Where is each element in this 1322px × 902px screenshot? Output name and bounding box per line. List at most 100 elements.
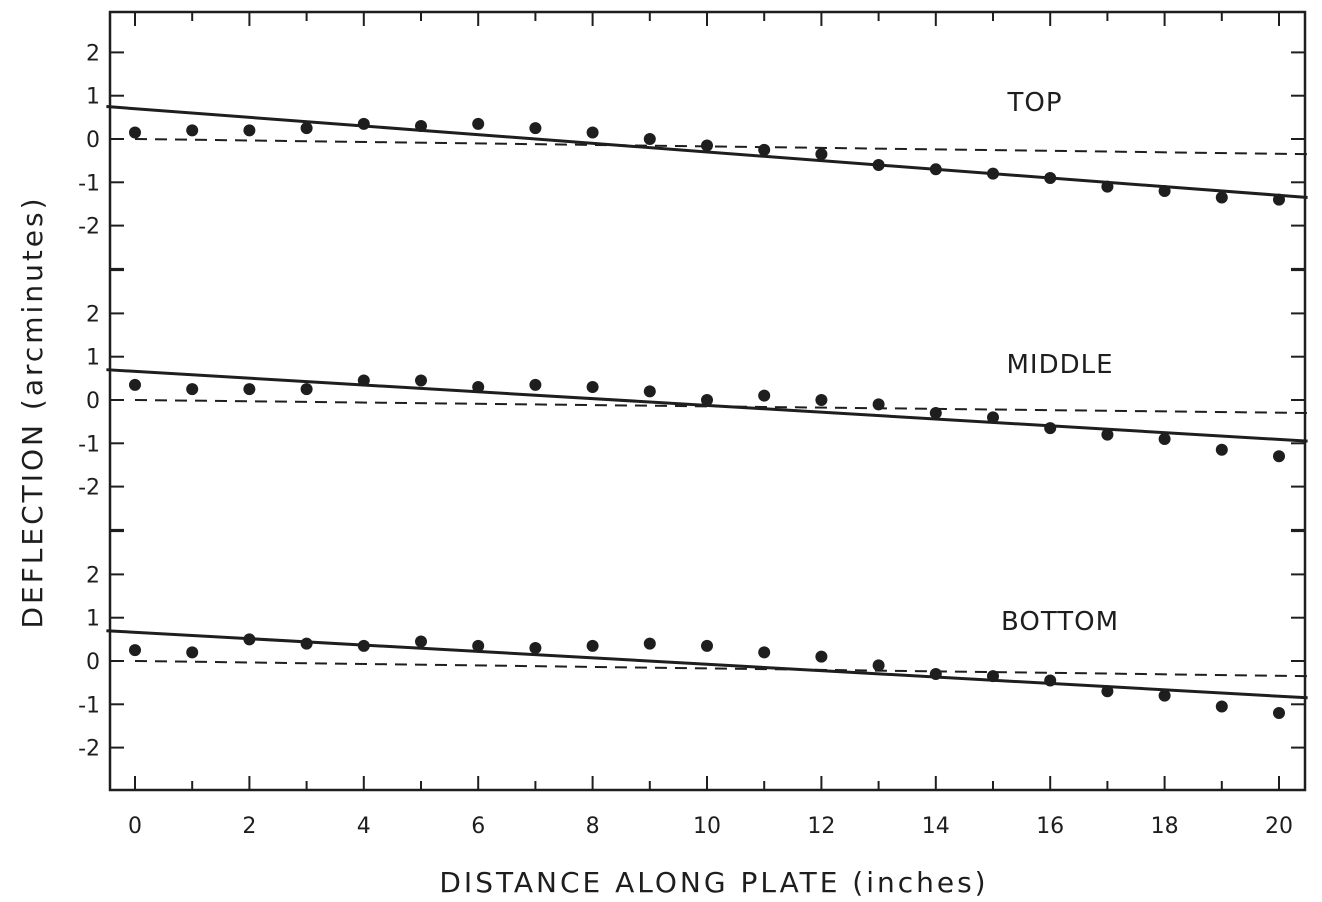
data-point xyxy=(529,378,542,391)
data-point xyxy=(1101,428,1114,441)
fit-line xyxy=(106,105,1308,199)
data-point xyxy=(529,122,542,135)
x-tick-label: 2 xyxy=(242,814,256,839)
y-axis-title: DEFLECTION (arcminutes) xyxy=(16,195,49,628)
data-points xyxy=(129,117,1285,719)
data-point xyxy=(1273,193,1285,206)
data-point xyxy=(929,667,942,680)
reference-line xyxy=(134,138,1308,156)
y-tick-label: -2 xyxy=(78,737,100,762)
panel-label-top: TOP xyxy=(1006,88,1062,118)
data-point xyxy=(357,117,370,130)
data-point xyxy=(701,394,713,406)
y-tick-label: -1 xyxy=(78,693,100,718)
data-point xyxy=(987,411,999,424)
data-point xyxy=(1273,706,1285,719)
y-tick-label: 1 xyxy=(86,607,100,632)
data-point xyxy=(243,124,256,137)
data-point xyxy=(1158,689,1171,702)
data-point xyxy=(415,120,427,133)
y-tick-label: 0 xyxy=(86,650,100,675)
data-point xyxy=(129,126,141,139)
data-point xyxy=(586,126,599,139)
data-point xyxy=(186,383,199,396)
data-point xyxy=(1101,685,1114,698)
y-tick-label: 0 xyxy=(86,128,100,153)
data-point xyxy=(300,637,313,650)
x-tick-label: 0 xyxy=(128,814,142,839)
data-point xyxy=(1215,700,1228,713)
data-point xyxy=(643,637,656,650)
data-point xyxy=(243,383,256,396)
reference-line xyxy=(134,660,1308,678)
panel-label-bottom: BOTTOM xyxy=(1001,607,1119,637)
data-point xyxy=(929,163,942,176)
data-point xyxy=(1215,443,1228,456)
data-point xyxy=(643,133,656,145)
panel-label-middle: MIDDLE xyxy=(1006,350,1113,380)
x-tick-label: 6 xyxy=(471,814,485,839)
data-point xyxy=(1273,450,1285,463)
y-tick-label: 0 xyxy=(86,389,100,414)
data-point xyxy=(872,398,885,411)
x-tick-label: 8 xyxy=(586,814,600,839)
data-point xyxy=(586,381,599,394)
data-point xyxy=(815,394,828,406)
y-tick-label: -1 xyxy=(78,432,100,457)
x-tick-label: 4 xyxy=(357,814,371,839)
data-point xyxy=(529,642,542,655)
data-point xyxy=(815,148,828,161)
y-tick-label: 2 xyxy=(86,41,100,66)
y-tick-label: 1 xyxy=(86,85,100,110)
data-point xyxy=(586,639,599,652)
data-point xyxy=(415,635,427,648)
data-point xyxy=(186,646,199,659)
data-point xyxy=(1215,191,1228,204)
tick-marks xyxy=(110,12,1305,790)
data-point xyxy=(701,139,713,152)
y-tick-label: -2 xyxy=(78,215,100,240)
data-point xyxy=(300,383,313,396)
data-point xyxy=(872,659,885,672)
data-point xyxy=(357,639,370,652)
y-tick-label: -2 xyxy=(78,476,100,501)
data-point xyxy=(758,389,771,402)
y-tick-label: -1 xyxy=(78,171,100,196)
data-point xyxy=(929,406,942,419)
data-point xyxy=(1044,422,1057,435)
x-tick-label: 10 xyxy=(693,814,721,839)
x-axis-title: DISTANCE ALONG PLATE (inches) xyxy=(439,866,988,899)
data-point xyxy=(1158,432,1171,445)
data-point xyxy=(758,143,771,156)
x-tick-label: 14 xyxy=(922,814,950,839)
y-tick-label: 2 xyxy=(86,563,100,588)
data-point xyxy=(357,374,370,387)
data-point xyxy=(1044,674,1057,687)
data-point xyxy=(1101,180,1114,193)
data-point xyxy=(987,167,999,180)
data-point xyxy=(1044,171,1057,184)
data-point xyxy=(472,117,485,130)
data-point xyxy=(643,385,656,398)
data-point xyxy=(129,378,141,391)
x-tick-label: 20 xyxy=(1265,814,1293,839)
x-tick-label: 12 xyxy=(807,814,835,839)
y-tick-label: 2 xyxy=(86,302,100,327)
data-point xyxy=(758,646,771,659)
x-tick-label: 16 xyxy=(1036,814,1064,839)
data-point xyxy=(701,639,713,652)
data-point xyxy=(987,670,999,683)
data-point xyxy=(472,381,485,394)
data-point xyxy=(415,374,427,387)
data-point xyxy=(300,122,313,135)
data-point xyxy=(815,650,828,663)
data-point xyxy=(186,124,199,137)
data-point xyxy=(243,633,256,646)
data-point xyxy=(472,639,485,652)
data-point xyxy=(872,158,885,171)
x-tick-label: 18 xyxy=(1151,814,1179,839)
data-point xyxy=(129,644,141,657)
data-point xyxy=(1158,184,1171,197)
